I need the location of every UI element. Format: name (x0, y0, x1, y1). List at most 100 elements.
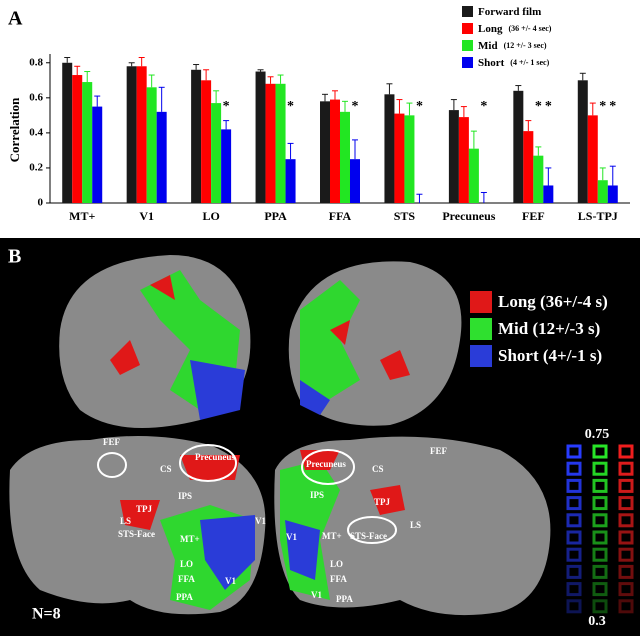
brain-label: FEF (103, 437, 121, 447)
bar (404, 115, 415, 203)
scale-cell (592, 461, 608, 476)
brain-label: IPS (178, 491, 192, 501)
legend-name: Long (478, 23, 503, 35)
scale-cell (566, 582, 582, 597)
bar (320, 101, 330, 203)
scale-min: 0.3 (588, 614, 606, 629)
panel-b-legend: Long (36+/-4 s) Mid (12+/-3 s) Short (4+… (470, 291, 608, 367)
color-scale (566, 444, 634, 614)
bar (543, 185, 554, 203)
x-tick-label: LO (202, 209, 219, 223)
bar (156, 111, 167, 203)
significance-marker: * (599, 99, 606, 114)
scale-cell (618, 599, 634, 614)
bar (350, 159, 360, 203)
scale-cell (566, 564, 582, 579)
scale-cell (566, 496, 582, 511)
scale-cell (566, 461, 582, 476)
legend-detail: (12 +/- 3 sec) (504, 41, 547, 50)
brain-label: FEF (430, 446, 448, 456)
scale-cell (566, 513, 582, 528)
scale-cell (566, 599, 582, 614)
bar (587, 115, 598, 203)
bar (211, 103, 222, 203)
x-tick-label: FEF (522, 209, 545, 223)
significance-marker: * (287, 99, 294, 114)
brain-label: LO (330, 559, 343, 569)
y-tick-label: 0 (38, 197, 44, 209)
scale-cell (592, 564, 608, 579)
brain-label: MT+ (322, 531, 342, 541)
scale-cell (592, 478, 608, 493)
bar (221, 129, 232, 203)
scale-cell (592, 599, 608, 614)
y-tick-label: 0.4 (29, 126, 43, 138)
brain-label: CS (372, 464, 384, 474)
legend-name: Mid (478, 40, 498, 52)
bar (285, 159, 296, 203)
scale-cell (592, 513, 608, 528)
significance-marker: * (480, 99, 487, 114)
brain-label: Precuneus (195, 452, 235, 462)
subject-count: N=8 (32, 606, 61, 623)
brain-label: LS (120, 516, 131, 526)
scale-cell (566, 530, 582, 545)
legend-label: Mid (12 +/- 3 sec) (478, 40, 547, 52)
brain-label: LO (180, 559, 193, 569)
brain-label: V1 (255, 516, 266, 526)
y-tick-label: 0.6 (29, 91, 43, 103)
bar (513, 90, 524, 203)
scale-max: 0.75 (585, 427, 610, 442)
y-tick-label: 0.2 (29, 161, 43, 173)
legend-detail: (4 +/- 1 sec) (510, 58, 549, 67)
brain-label: FFA (330, 574, 347, 584)
scale-cell (566, 444, 582, 459)
bar (92, 106, 103, 203)
scale-cell (618, 513, 634, 528)
bar (265, 83, 276, 203)
significance-marker: * (416, 99, 423, 114)
scale-cell (592, 582, 608, 597)
brain-label: V1 (311, 590, 322, 600)
flat-maps (9, 436, 551, 616)
legend-label: Short (4 +/- 1 sec) (478, 57, 550, 69)
scale-cell (618, 547, 634, 562)
y-axis-label: Correlation (7, 97, 22, 163)
brain-label: PPA (336, 594, 353, 604)
legend-detail: (36 +/- 4 sec) (508, 24, 551, 33)
bar (458, 117, 469, 203)
bar (448, 110, 459, 203)
scale-cell (618, 461, 634, 476)
significance-marker: * (535, 99, 542, 114)
bar (330, 99, 340, 203)
legend-swatch (462, 57, 473, 68)
scale-cell (566, 478, 582, 493)
bar (394, 113, 405, 203)
bar (136, 66, 147, 203)
bar (201, 80, 212, 203)
legend-label: Forward film (478, 6, 541, 18)
brain-label: STS-Face (350, 531, 387, 541)
bar (82, 82, 93, 203)
x-tick-label: PPA (264, 209, 287, 223)
legend-swatch (462, 40, 473, 51)
bar (577, 80, 588, 203)
scale-cell (618, 582, 634, 597)
significance-marker: * (352, 99, 359, 114)
scale-cell (618, 530, 634, 545)
bar (126, 66, 137, 203)
y-tick-label: 0.8 (29, 56, 43, 68)
bar (62, 62, 73, 203)
legend-label: Short (4+/-1 s) (498, 346, 602, 365)
legend-label: Long (36 +/- 4 sec) (478, 23, 552, 35)
brain-label: IPS (310, 490, 324, 500)
scale-cell (566, 547, 582, 562)
significance-marker: * (223, 99, 230, 114)
bar (72, 75, 83, 203)
scale-cell (618, 478, 634, 493)
brain-label: MT+ (180, 534, 200, 544)
bar (340, 111, 350, 203)
scale-cell (618, 496, 634, 511)
bar (255, 71, 266, 203)
